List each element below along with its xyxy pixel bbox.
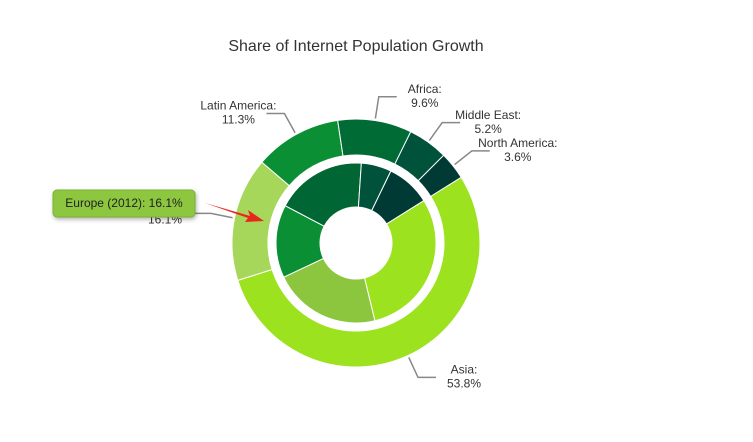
tooltip: Europe (2012): 16.1% xyxy=(52,189,196,218)
data-label-value: 5.2% xyxy=(474,122,502,136)
ring-separator xyxy=(271,158,441,328)
leader-line xyxy=(428,121,461,141)
data-label-value: 3.6% xyxy=(504,150,532,164)
leader-line xyxy=(454,150,490,166)
donut-slice[interactable] xyxy=(237,176,481,368)
donut-slice[interactable] xyxy=(417,154,462,198)
leader-line xyxy=(374,96,397,119)
data-label-name: Asia: xyxy=(451,363,478,377)
leader-line xyxy=(192,212,233,219)
data-label-value: 9.6% xyxy=(411,96,439,110)
tooltip-box xyxy=(52,189,196,218)
annotation-arrow xyxy=(205,203,264,222)
data-label-name: Middle East: xyxy=(455,108,521,122)
donut-slice[interactable] xyxy=(363,199,437,322)
tooltip-text: Europe (2012): 16.1% xyxy=(65,196,183,210)
chart-title: Share of Internet Population Growth xyxy=(228,38,483,55)
data-label-name: North America: xyxy=(478,136,557,150)
data-label-name: Africa: xyxy=(408,82,442,96)
leader-line xyxy=(408,357,437,379)
data-label-name: Latin America: xyxy=(200,99,276,113)
leader-line xyxy=(266,112,296,134)
donut-slice[interactable] xyxy=(283,257,376,324)
data-label-value: 53.8% xyxy=(447,377,481,391)
donut-slice[interactable] xyxy=(371,170,425,225)
data-label-value: 11.3% xyxy=(222,113,255,127)
